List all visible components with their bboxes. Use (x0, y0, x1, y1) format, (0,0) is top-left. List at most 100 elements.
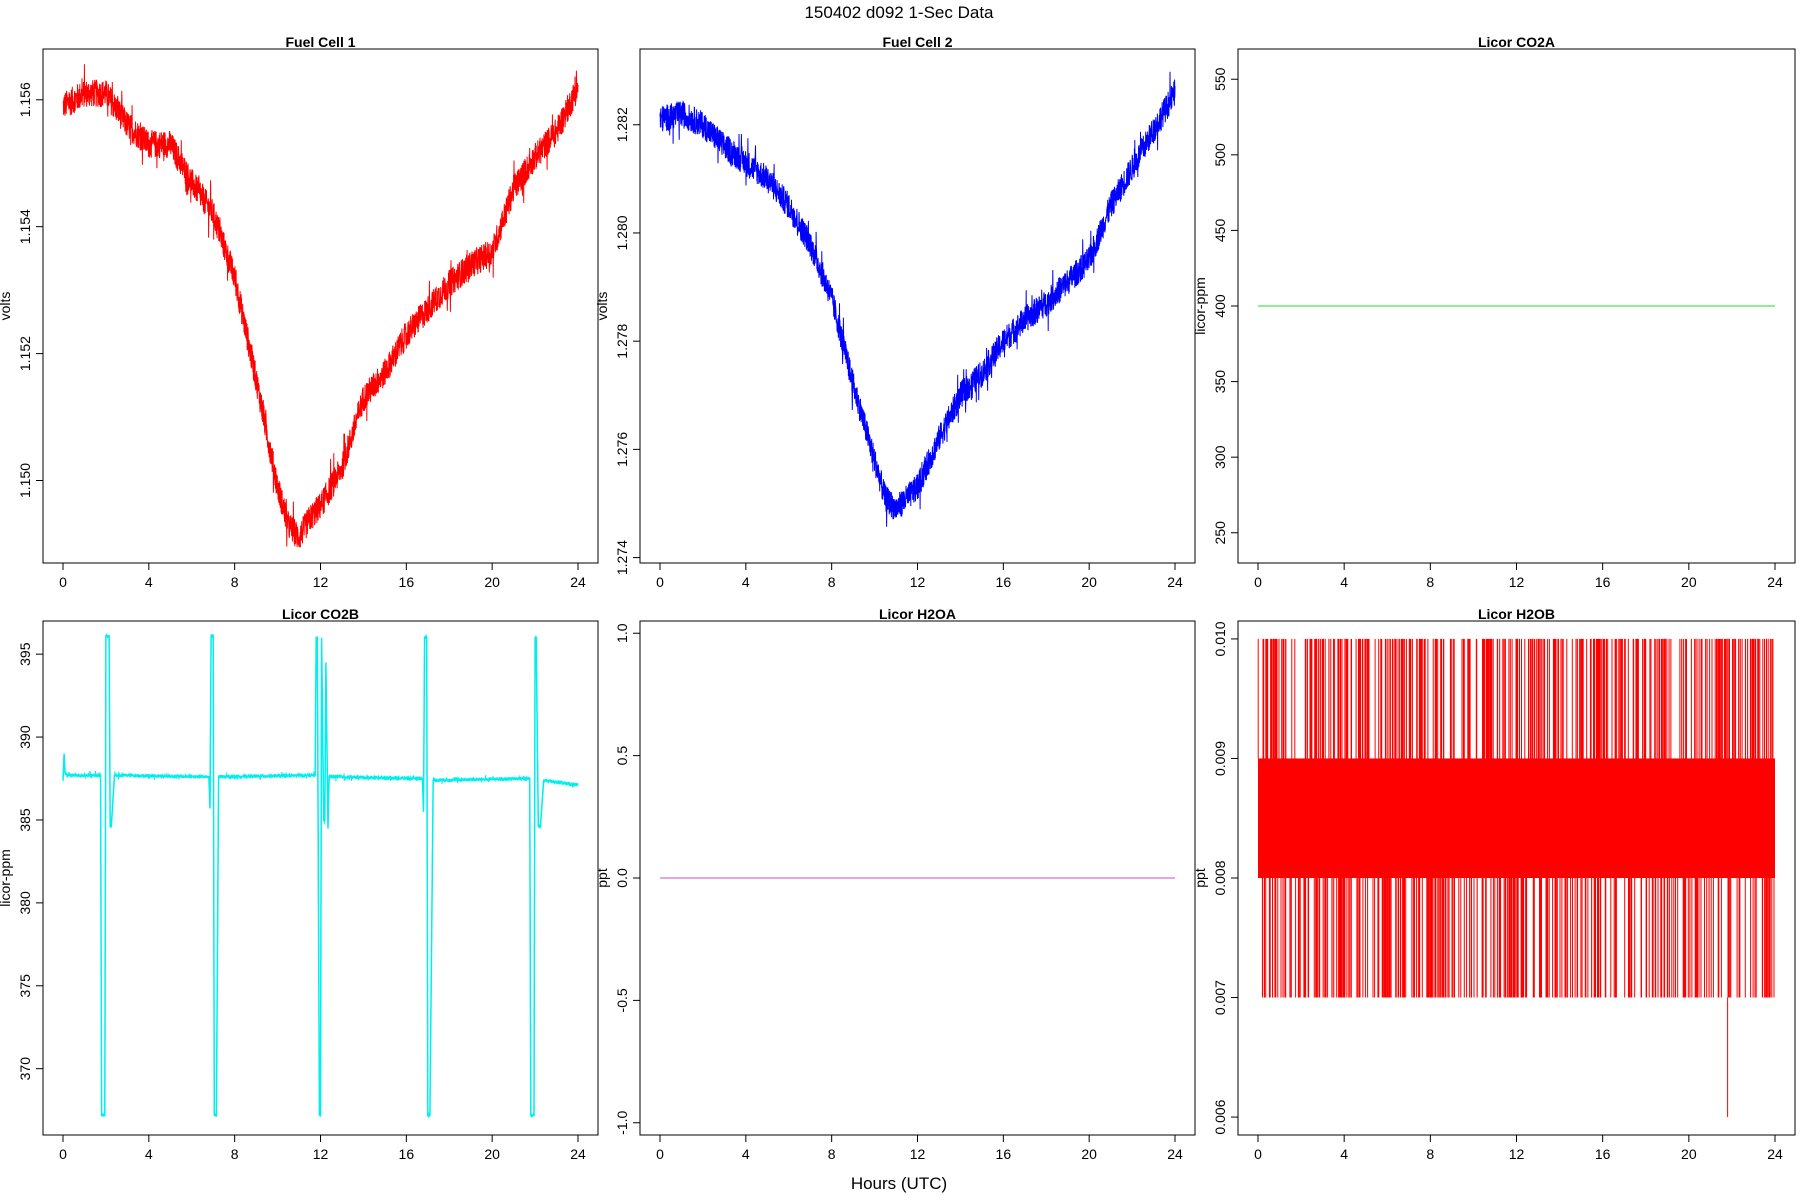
y-tick-label: 1.280 (614, 215, 630, 250)
plot-area (659, 71, 1176, 527)
panel-4: Licor CO2B 0 4 8 12 16 20 24 370 375 380 385 390 395 l… (0, 606, 599, 1162)
x-tick-label: 12 (313, 1146, 329, 1162)
panel-title: Fuel Cell 1 (285, 34, 355, 50)
x-tick-label: 24 (1167, 574, 1183, 590)
panel-3: Licor CO2A 0 4 8 12 16 20 24 250 300 350 400 450 500 5… (1192, 34, 1796, 590)
x-tick-label: 8 (1426, 1146, 1434, 1162)
y-tick-label: 385 (17, 808, 33, 832)
y-tick-label: 1.0 (614, 623, 630, 643)
y-axis-label: licor-ppm (0, 849, 13, 907)
y-tick-label: 375 (17, 974, 33, 998)
y-axis-label: ppt (1192, 868, 1208, 888)
y-tick-label: 300 (1212, 445, 1228, 469)
y-tick-label: 350 (1212, 370, 1228, 394)
x-tick-label: 16 (399, 1146, 415, 1162)
panel-title: Licor CO2A (1478, 34, 1555, 50)
x-tick-label: 4 (742, 574, 750, 590)
x-tick-label: 12 (910, 1146, 926, 1162)
x-tick-label: 4 (145, 574, 153, 590)
x-tick-label: 0 (1254, 1146, 1262, 1162)
x-tick-label: 8 (828, 574, 836, 590)
y-tick-label: 0.007 (1212, 980, 1228, 1015)
x-tick-label: 16 (996, 1146, 1012, 1162)
figure-title: 150402 d092 1-Sec Data (804, 3, 994, 22)
y-tick-label: 0.006 (1212, 1099, 1228, 1134)
x-tick-label: 24 (570, 1146, 586, 1162)
y-tick-label: 1.154 (17, 209, 33, 244)
x-tick-label: 12 (910, 574, 926, 590)
y-tick-label: 395 (17, 642, 33, 666)
x-tick-label: 8 (231, 574, 239, 590)
x-tick-label: 24 (1167, 1146, 1183, 1162)
y-axis-label: ppt (594, 868, 610, 888)
x-tick-label: 8 (231, 1146, 239, 1162)
series-steps (62, 635, 579, 1116)
series-spikes (1257, 638, 1775, 998)
x-tick-label: 16 (399, 574, 415, 590)
y-axis-label: volts (594, 292, 610, 321)
x-tick-label: 16 (1595, 1146, 1611, 1162)
x-tick-label: 16 (996, 574, 1012, 590)
panel-title: Licor H2OB (1478, 606, 1555, 622)
y-tick-label: 0.0 (614, 868, 630, 888)
y-axis-label: volts (0, 292, 13, 321)
y-tick-label: 1.274 (614, 540, 630, 575)
x-tick-label: 4 (1340, 574, 1348, 590)
x-tick-label: 20 (1681, 1146, 1697, 1162)
x-tick-label: 0 (59, 1146, 67, 1162)
y-tick-label: -1.0 (614, 1110, 630, 1134)
x-tick-label: 24 (1767, 1146, 1783, 1162)
x-tick-label: 24 (1767, 574, 1783, 590)
x-tick-label: 8 (1426, 574, 1434, 590)
x-tick-label: 12 (1509, 574, 1525, 590)
panel-grid: Fuel Cell 1 0 4 8 12 16 20 24 1.150 1.152 1.154 1.1… (0, 34, 1796, 1162)
panel-2: Fuel Cell 2 0 4 8 12 16 20 24 1.274 1.276 1.278 1.2… (594, 34, 1196, 590)
series-band (1258, 758, 1775, 878)
y-tick-label: -0.5 (614, 988, 630, 1012)
panel-title: Fuel Cell 2 (882, 34, 952, 50)
y-tick-label: 1.282 (614, 107, 630, 142)
x-tick-label: 20 (1081, 574, 1097, 590)
panel-5: Licor H2OA 0 4 8 12 16 20 24 -1.0 -0.5 0.0 0.5 1.0 pp… (594, 606, 1196, 1162)
y-tick-label: 550 (1212, 67, 1228, 91)
y-tick-label: 1.278 (614, 323, 630, 358)
y-tick-label: 0.008 (1212, 860, 1228, 895)
plot-area (1257, 638, 1775, 1118)
panel-1: Fuel Cell 1 0 4 8 12 16 20 24 1.150 1.152 1.154 1.1… (0, 34, 599, 590)
plot-area (62, 633, 579, 1119)
x-tick-label: 12 (1509, 1146, 1525, 1162)
panel-title: Licor CO2B (282, 606, 359, 622)
y-tick-label: 380 (17, 891, 33, 915)
panel-6: Licor H2OB 0 4 8 12 16 20 24 0.006 0.007 0.008 0.00… (1192, 606, 1796, 1162)
y-tick-label: 450 (1212, 219, 1228, 243)
y-tick-label: 0.5 (614, 746, 630, 766)
x-tick-label: 20 (1081, 1146, 1097, 1162)
x-tick-label: 0 (656, 1146, 664, 1162)
x-tick-label: 16 (1595, 574, 1611, 590)
figure-xlabel: Hours (UTC) (851, 1174, 947, 1193)
series-line (659, 71, 1176, 527)
plot-area (62, 64, 579, 548)
x-tick-label: 12 (313, 574, 329, 590)
x-tick-label: 4 (742, 1146, 750, 1162)
x-tick-label: 0 (59, 574, 67, 590)
x-tick-label: 0 (1254, 574, 1262, 590)
x-tick-label: 0 (656, 574, 664, 590)
y-axis-label: licor-ppm (1192, 277, 1208, 335)
x-tick-label: 20 (484, 574, 500, 590)
panel-title: Licor H2OA (879, 606, 956, 622)
series-line (62, 64, 579, 548)
x-tick-label: 4 (145, 1146, 153, 1162)
y-tick-label: 0.010 (1212, 621, 1228, 656)
y-tick-label: 1.150 (17, 463, 33, 498)
x-tick-label: 20 (1681, 574, 1697, 590)
y-tick-label: 390 (17, 725, 33, 749)
y-tick-label: 400 (1212, 294, 1228, 318)
x-tick-label: 24 (570, 574, 586, 590)
x-tick-label: 20 (484, 1146, 500, 1162)
y-tick-label: 370 (17, 1057, 33, 1081)
y-tick-label: 1.152 (17, 336, 33, 371)
y-tick-label: 1.276 (614, 432, 630, 467)
y-tick-label: 500 (1212, 143, 1228, 167)
